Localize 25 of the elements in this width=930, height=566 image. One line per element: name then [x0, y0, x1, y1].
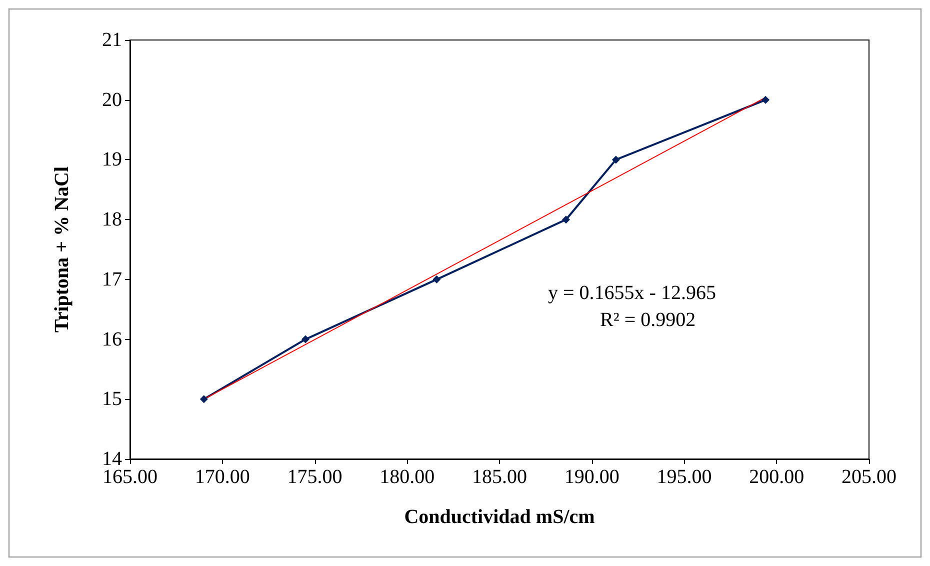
y-tick-label: 16 — [102, 328, 122, 350]
y-tick-label: 17 — [102, 268, 122, 290]
x-tick-label: 190.00 — [564, 466, 620, 488]
x-tick-label: 185.00 — [472, 466, 527, 488]
y-tick-label: 18 — [102, 208, 122, 231]
y-axis-title: Triptona + % NaCl — [51, 166, 73, 333]
x-tick-label: 175.00 — [287, 466, 342, 488]
y-tick-label: 19 — [102, 148, 122, 171]
point — [562, 216, 570, 224]
point — [612, 156, 620, 164]
y-tick-label: 20 — [102, 88, 122, 111]
x-tick-label: 180.00 — [380, 466, 435, 488]
x-tick-label: 195.00 — [656, 466, 712, 488]
x-tick-label: 200.00 — [749, 466, 804, 488]
x-tick-label: 205.00 — [842, 466, 896, 488]
point — [432, 275, 441, 284]
point — [302, 335, 310, 344]
x-axis-title: Conductividad mS/cm — [404, 506, 596, 528]
x-tick-label: 170.00 — [194, 466, 250, 488]
annotation: R² = 0.9902 — [600, 309, 696, 331]
point — [200, 395, 208, 404]
annotation: y = 0.1655x - 12.965 — [548, 282, 716, 304]
point — [762, 96, 770, 104]
y-tick-label: 15 — [102, 388, 122, 410]
y-tick-label: 21 — [102, 29, 122, 51]
